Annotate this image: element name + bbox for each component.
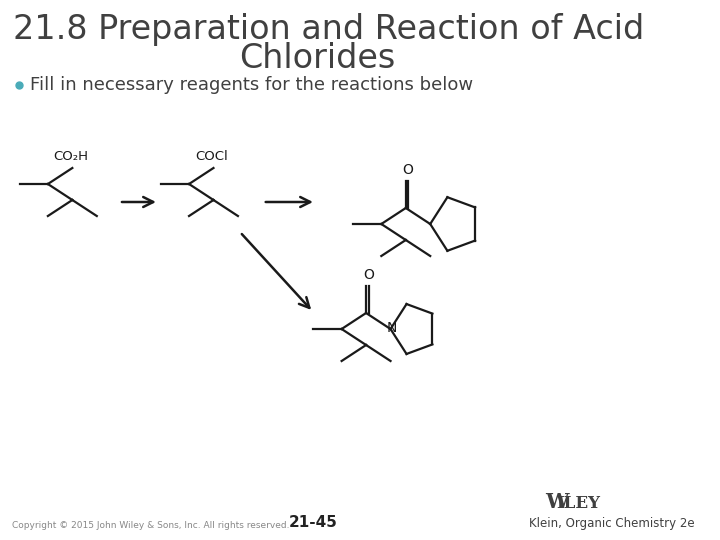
Text: COCl: COCl [195,150,228,163]
Text: O: O [402,163,413,177]
Text: CO₂H: CO₂H [53,150,88,163]
Text: O: O [364,268,374,282]
Text: W: W [545,492,569,512]
Text: N: N [386,321,397,335]
Text: 21.8 Preparation and Reaction of Acid: 21.8 Preparation and Reaction of Acid [13,14,644,46]
Text: 21-45: 21-45 [289,515,338,530]
Text: ILEY: ILEY [557,495,600,512]
Text: Chlorides: Chlorides [240,42,396,75]
Text: Copyright © 2015 John Wiley & Sons, Inc. All rights reserved.: Copyright © 2015 John Wiley & Sons, Inc.… [12,521,290,530]
Text: Fill in necessary reagents for the reactions below: Fill in necessary reagents for the react… [30,76,473,94]
Text: Klein, Organic Chemistry 2e: Klein, Organic Chemistry 2e [529,517,695,530]
